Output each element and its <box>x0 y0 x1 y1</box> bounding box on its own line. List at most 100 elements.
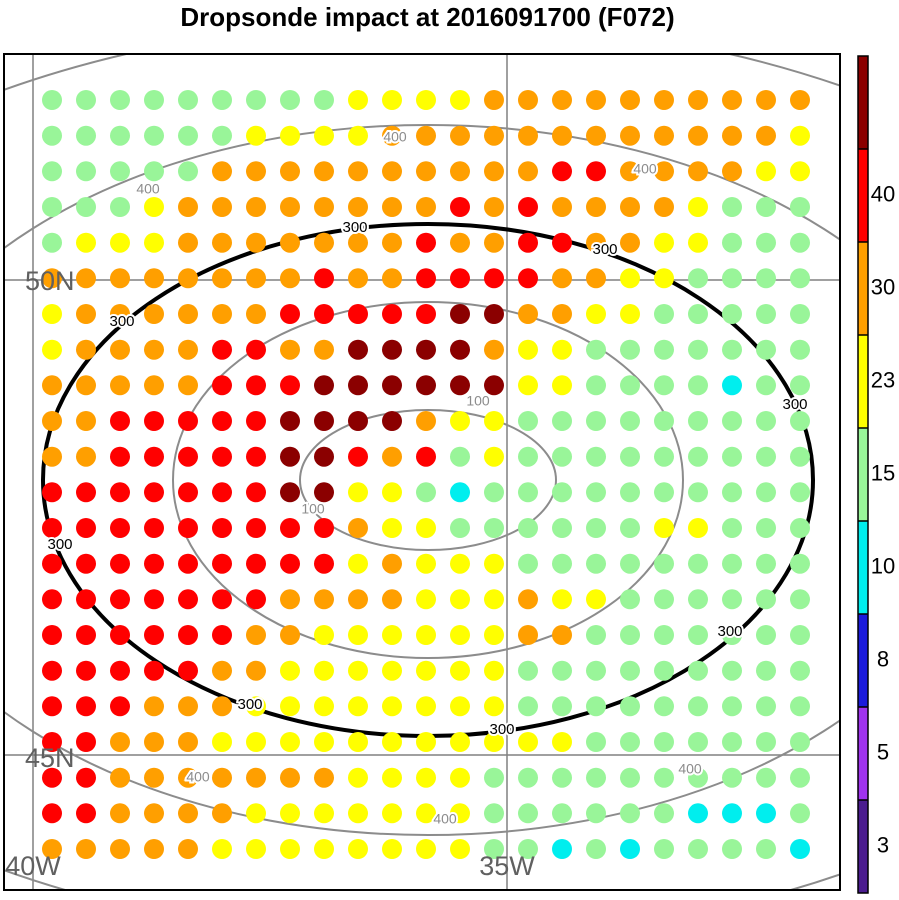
dropsonde-point <box>178 446 198 467</box>
dropsonde-point <box>110 482 130 503</box>
dropsonde-point <box>450 375 470 396</box>
dropsonde-point <box>246 625 266 645</box>
dropsonde-point <box>246 482 266 503</box>
contour-label: 400 <box>433 811 457 827</box>
dropsonde-point <box>654 589 674 610</box>
dropsonde-point <box>110 232 130 253</box>
dropsonde-point <box>144 518 164 538</box>
dropsonde-point <box>484 767 504 788</box>
contour-label: 400 <box>383 129 407 145</box>
dropsonde-point <box>178 553 198 574</box>
dropsonde-point <box>110 375 130 396</box>
dropsonde-point <box>42 482 62 503</box>
dropsonde-point <box>348 90 368 110</box>
dropsonde-point <box>416 839 436 859</box>
dropsonde-point <box>416 696 436 717</box>
dropsonde-point <box>552 518 572 538</box>
dropsonde-point <box>450 767 470 788</box>
dropsonde-point <box>552 803 572 824</box>
dropsonde-point <box>484 803 504 824</box>
colorbar-label: 30 <box>871 274 895 299</box>
dropsonde-point <box>382 411 402 431</box>
dropsonde-point <box>484 732 504 752</box>
dropsonde-point <box>586 625 606 645</box>
dropsonde-point <box>314 625 334 645</box>
dropsonde-point <box>688 411 708 431</box>
dropsonde-point <box>416 304 436 324</box>
contour-label: 400 <box>136 181 160 197</box>
dropsonde-point <box>76 268 96 289</box>
dropsonde-point <box>688 553 708 574</box>
dropsonde-point <box>552 732 572 752</box>
dropsonde-point <box>416 446 436 467</box>
dropsonde-point <box>314 589 334 610</box>
dropsonde-point <box>280 553 300 574</box>
dropsonde-point <box>756 339 776 360</box>
dropsonde-point <box>552 553 572 574</box>
dropsonde-point <box>314 125 334 146</box>
dropsonde-point <box>654 268 674 289</box>
dropsonde-point <box>416 553 436 574</box>
dropsonde-point <box>586 446 606 467</box>
dropsonde-point <box>722 696 742 717</box>
dropsonde-point <box>280 90 300 110</box>
dropsonde-point <box>790 732 810 752</box>
dropsonde-point <box>314 446 334 467</box>
dropsonde-point <box>212 268 232 289</box>
dropsonde-point <box>178 232 198 253</box>
dropsonde-point <box>246 90 266 110</box>
dropsonde-point <box>722 339 742 360</box>
dropsonde-point <box>518 803 538 824</box>
dropsonde-point <box>518 767 538 788</box>
colorbar-bin <box>858 800 868 893</box>
dropsonde-point <box>110 767 130 788</box>
dropsonde-point <box>756 696 776 717</box>
dropsonde-point <box>42 339 62 360</box>
dropsonde-point <box>212 197 232 217</box>
dropsonde-point <box>586 375 606 396</box>
dropsonde-point <box>178 482 198 503</box>
contour-label: 300 <box>782 396 807 413</box>
contour-400 <box>4 124 840 836</box>
dropsonde-point <box>450 518 470 538</box>
dropsonde-point <box>552 197 572 217</box>
dropsonde-point <box>756 125 776 146</box>
dropsonde-point <box>756 268 776 289</box>
dropsonde-point <box>280 232 300 253</box>
dropsonde-point <box>688 268 708 289</box>
contour-300 <box>41 222 815 738</box>
dropsonde-point <box>246 839 266 859</box>
dropsonde-point <box>212 446 232 467</box>
dropsonde-point <box>620 232 640 253</box>
dropsonde-point <box>314 304 334 324</box>
dropsonde-point <box>280 161 300 182</box>
dropsonde-point <box>42 161 62 182</box>
dropsonde-point <box>484 553 504 574</box>
dropsonde-point <box>552 339 572 360</box>
dropsonde-point <box>620 553 640 574</box>
dropsonde-point <box>42 125 62 146</box>
map-frame <box>3 53 841 891</box>
dropsonde-point <box>42 660 62 681</box>
dropsonde-point <box>382 767 402 788</box>
dropsonde-point <box>246 553 266 574</box>
dropsonde-point <box>654 232 674 253</box>
dropsonde-point <box>790 446 810 467</box>
dropsonde-point <box>348 446 368 467</box>
dropsonde-point <box>654 732 674 752</box>
dropsonde-point <box>756 660 776 681</box>
dropsonde-point <box>280 732 300 752</box>
dropsonde-point <box>552 446 572 467</box>
dropsonde-point <box>314 803 334 824</box>
dropsonde-point <box>76 90 96 110</box>
dropsonde-point <box>450 482 470 503</box>
dropsonde-point <box>42 696 62 717</box>
dropsonde-point <box>212 482 232 503</box>
dropsonde-point <box>42 625 62 645</box>
dropsonde-point <box>42 268 62 289</box>
dropsonde-point <box>450 411 470 431</box>
dropsonde-point <box>246 197 266 217</box>
dropsonde-point <box>144 732 164 752</box>
dropsonde-point <box>654 767 674 788</box>
dropsonde-point <box>416 482 436 503</box>
